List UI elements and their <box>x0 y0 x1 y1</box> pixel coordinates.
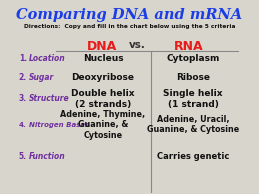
Text: Carries genetic: Carries genetic <box>157 152 229 161</box>
Text: 4.: 4. <box>19 122 26 128</box>
Text: Ribose: Ribose <box>176 73 210 82</box>
Text: 5.: 5. <box>19 152 27 161</box>
Text: Comparing DNA and mRNA: Comparing DNA and mRNA <box>16 8 243 22</box>
Text: vs.: vs. <box>129 40 146 50</box>
Text: DNA: DNA <box>87 40 117 53</box>
Text: 2.: 2. <box>19 73 27 82</box>
Text: 3.: 3. <box>19 94 27 103</box>
Text: Cytoplasm: Cytoplasm <box>166 54 220 63</box>
Text: Nitrogen Bases: Nitrogen Bases <box>29 122 89 128</box>
Text: Function: Function <box>29 152 66 161</box>
Text: Directions:  Copy and fill in the chart below using the 5 criteria: Directions: Copy and fill in the chart b… <box>24 24 235 29</box>
Text: Nucleus: Nucleus <box>83 54 123 63</box>
Text: Double helix
(2 strands): Double helix (2 strands) <box>71 89 135 109</box>
Text: Single helix
(1 strand): Single helix (1 strand) <box>163 89 223 109</box>
Text: Location: Location <box>29 54 66 63</box>
Text: Structure: Structure <box>29 94 70 103</box>
Text: 1.: 1. <box>19 54 27 63</box>
Text: Adenine, Uracil,
Guanine, & Cytosine: Adenine, Uracil, Guanine, & Cytosine <box>147 115 239 134</box>
Text: Adenine, Thymine,
Guanine, &
Cytosine: Adenine, Thymine, Guanine, & Cytosine <box>60 110 146 140</box>
Text: RNA: RNA <box>174 40 203 53</box>
Text: Deoxyribose: Deoxyribose <box>71 73 134 82</box>
Text: Sugar: Sugar <box>29 73 54 82</box>
